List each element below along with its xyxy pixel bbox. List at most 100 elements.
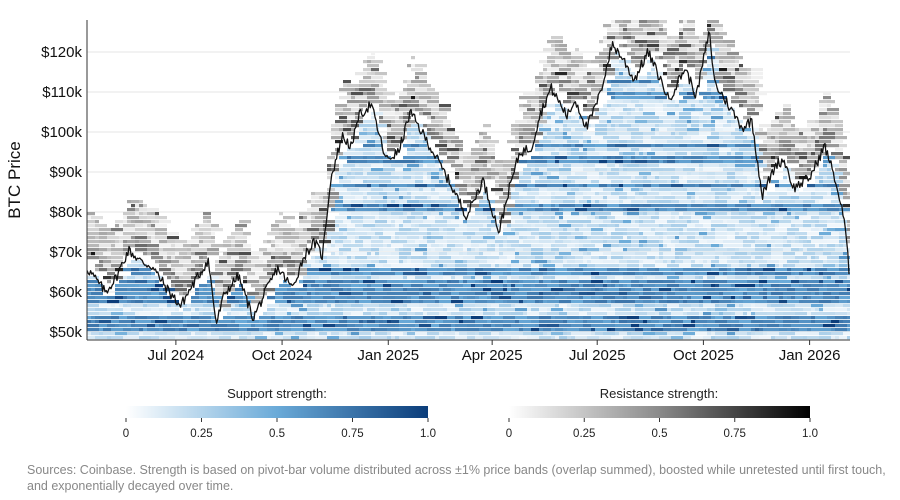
heat-cell xyxy=(611,272,623,276)
heat-cell xyxy=(231,308,243,312)
heat-cell xyxy=(411,192,423,196)
heat-cell xyxy=(111,320,119,324)
heat-cell xyxy=(551,248,559,252)
heat-cell xyxy=(587,304,599,308)
heat-cell xyxy=(199,224,211,228)
heat-cell xyxy=(707,292,719,296)
heat-cell xyxy=(183,276,191,280)
heat-cell xyxy=(307,292,311,296)
heat-cell xyxy=(559,284,571,288)
heat-cell xyxy=(139,284,151,288)
heat-cell xyxy=(735,288,739,292)
heat-cell xyxy=(299,220,311,224)
heat-cell xyxy=(571,272,583,276)
heat-cell xyxy=(611,20,615,24)
heat-cell xyxy=(715,316,723,320)
heat-cell xyxy=(355,300,359,304)
heat-cell xyxy=(843,324,847,328)
heat-cell xyxy=(431,232,439,236)
heat-cell xyxy=(311,264,323,268)
heat-cell xyxy=(775,156,779,160)
heat-cell xyxy=(375,200,387,204)
heat-cell xyxy=(735,72,747,76)
heat-cell xyxy=(439,104,451,108)
heat-cell xyxy=(735,168,743,172)
heat-cell xyxy=(671,132,675,136)
heat-cell xyxy=(227,296,235,300)
heat-cell xyxy=(743,80,751,84)
heat-cell xyxy=(767,144,779,148)
heat-cell xyxy=(263,284,267,288)
heat-cell xyxy=(183,244,191,248)
heat-cell xyxy=(119,304,123,308)
heat-cell xyxy=(359,204,363,208)
heat-cell xyxy=(375,288,383,292)
heat-cell xyxy=(387,320,391,324)
heat-cell xyxy=(375,316,383,320)
heat-cell xyxy=(739,180,747,184)
heat-cell xyxy=(675,120,687,124)
heat-cell xyxy=(635,104,643,108)
heat-cell xyxy=(711,196,715,200)
heat-cell xyxy=(147,252,151,256)
heat-cell xyxy=(327,260,339,264)
colorbar-tick-label: 1.0 xyxy=(802,428,818,440)
heat-cell xyxy=(387,220,391,224)
heat-cell xyxy=(511,304,515,308)
heat-cell xyxy=(679,156,683,160)
heat-cell xyxy=(611,256,623,260)
heat-cell xyxy=(139,200,143,204)
heat-cell xyxy=(375,152,387,156)
heat-cell xyxy=(715,176,727,180)
heat-cell xyxy=(643,300,651,304)
heat-cell xyxy=(715,44,727,48)
heat-cell xyxy=(355,176,363,180)
heat-cell xyxy=(635,92,647,96)
heat-cell xyxy=(743,196,751,200)
heat-cell xyxy=(835,148,843,152)
heat-cell xyxy=(379,252,391,256)
heat-cell xyxy=(335,228,339,232)
heat-cell xyxy=(679,296,683,300)
heat-cell xyxy=(499,264,507,268)
heat-cell xyxy=(631,308,635,312)
heat-cell xyxy=(415,132,419,136)
heat-cell xyxy=(335,324,347,328)
heat-cell xyxy=(315,316,327,320)
heat-cell xyxy=(619,240,631,244)
heat-cell xyxy=(415,172,423,176)
heat-cell xyxy=(419,236,423,240)
heat-cell xyxy=(331,308,343,312)
heat-cell xyxy=(603,40,615,44)
heat-cell xyxy=(647,160,659,164)
heat-cell xyxy=(671,124,675,128)
heat-cell xyxy=(803,300,811,304)
heat-cell xyxy=(87,252,91,256)
heat-cell xyxy=(323,200,327,204)
heat-cell xyxy=(719,300,731,304)
heat-cell xyxy=(615,20,623,24)
heat-cell xyxy=(699,232,707,236)
heat-cell xyxy=(555,40,563,44)
heat-cell xyxy=(543,116,547,120)
heat-cell xyxy=(787,268,791,272)
heat-cell xyxy=(627,260,639,264)
heat-cell xyxy=(495,268,507,272)
heat-cell xyxy=(355,72,367,76)
heat-cell xyxy=(679,32,683,36)
axes xyxy=(86,20,850,341)
heat-cell xyxy=(331,264,339,268)
heat-cell xyxy=(667,180,671,184)
heat-cell xyxy=(715,276,727,280)
heat-cell xyxy=(603,188,615,192)
heat-cell xyxy=(367,160,379,164)
heat-cell xyxy=(771,284,779,288)
heat-cell xyxy=(151,240,159,244)
heat-cell xyxy=(395,184,407,188)
heat-cell xyxy=(659,24,663,28)
heat-cell xyxy=(539,292,543,296)
heat-cell xyxy=(803,296,807,300)
heat-cell xyxy=(699,188,711,192)
heat-cell xyxy=(623,180,631,184)
heat-cell xyxy=(647,256,655,260)
